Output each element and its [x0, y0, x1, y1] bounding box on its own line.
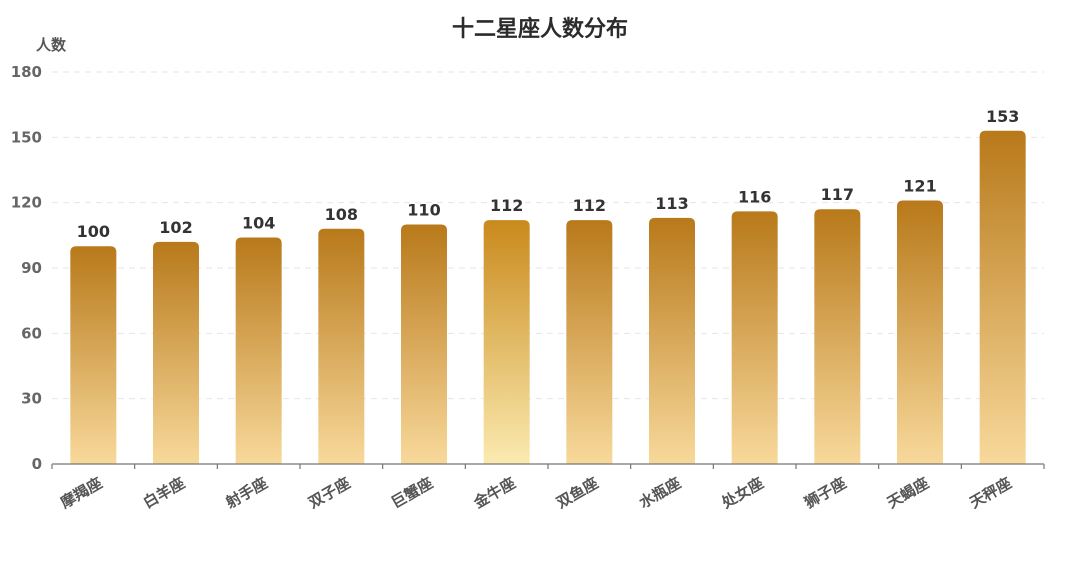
- bar: [566, 220, 613, 464]
- x-axis-ticks: 摩羯座 白羊座 射手座 双子座 巨蟹座 金牛座 双鱼座 水瓶座 处女座 狮子座 天蝎座 天秤座: [51, 464, 1045, 513]
- x-tick-label: 巨蟹座: [388, 474, 436, 512]
- y-tick-label: 90: [21, 259, 42, 277]
- bar: [401, 224, 447, 464]
- y-tick-label: 60: [21, 324, 42, 342]
- gridlines: [52, 71, 1044, 400]
- bar: [153, 241, 199, 464]
- bar-value-label: 116: [738, 187, 771, 206]
- bar-value-label: 117: [821, 185, 854, 204]
- bar-value-label: 112: [573, 196, 606, 215]
- bar: [483, 220, 530, 464]
- x-tick-label: 处女座: [718, 474, 767, 513]
- bar-value-label: 100: [77, 222, 110, 241]
- y-tick-label: 180: [11, 63, 42, 81]
- chart-title: 十二星座人数分布: [452, 16, 628, 42]
- x-tick-label: 双鱼座: [553, 474, 601, 512]
- x-tick-label: 摩羯座: [57, 474, 105, 512]
- bar: [649, 217, 695, 464]
- x-tick-label: 双子座: [305, 474, 353, 512]
- x-tick-label: 射手座: [222, 474, 271, 513]
- x-tick-label: 天秤座: [967, 474, 1015, 512]
- bar-value-label: 102: [159, 218, 192, 237]
- bar: [979, 130, 1026, 465]
- y-tick-label: 150: [11, 128, 42, 146]
- bar: [731, 211, 778, 464]
- bar: [814, 209, 861, 464]
- bar-value-label: 112: [490, 196, 523, 215]
- bar: [897, 200, 943, 464]
- bars: [70, 130, 1026, 465]
- data-labels: 100 102 104 108 110 112 112 113 116 117 121 153: [77, 107, 1020, 241]
- bar: [318, 228, 365, 464]
- x-tick-label: 狮子座: [800, 474, 849, 513]
- bar: [70, 246, 117, 464]
- bar-value-label: 153: [986, 107, 1019, 126]
- y-tick-label: 0: [32, 455, 42, 473]
- y-axis-ticks: 0 30 60 90 120 150 180: [11, 63, 42, 473]
- x-tick-label: 水瓶座: [636, 474, 684, 512]
- bar: [235, 237, 282, 464]
- bar-value-label: 104: [242, 214, 275, 233]
- x-tick-label: 金牛座: [470, 474, 519, 513]
- x-tick-label: 白羊座: [140, 474, 188, 512]
- y-tick-label: 30: [21, 390, 42, 408]
- y-tick-label: 120: [11, 194, 42, 212]
- bar-value-label: 113: [655, 194, 688, 213]
- bar-value-label: 121: [903, 176, 936, 195]
- y-axis-label: 人数: [36, 36, 67, 54]
- bar-value-label: 110: [407, 200, 440, 219]
- bar-value-label: 108: [325, 205, 358, 224]
- x-tick-label: 天蝎座: [884, 474, 932, 512]
